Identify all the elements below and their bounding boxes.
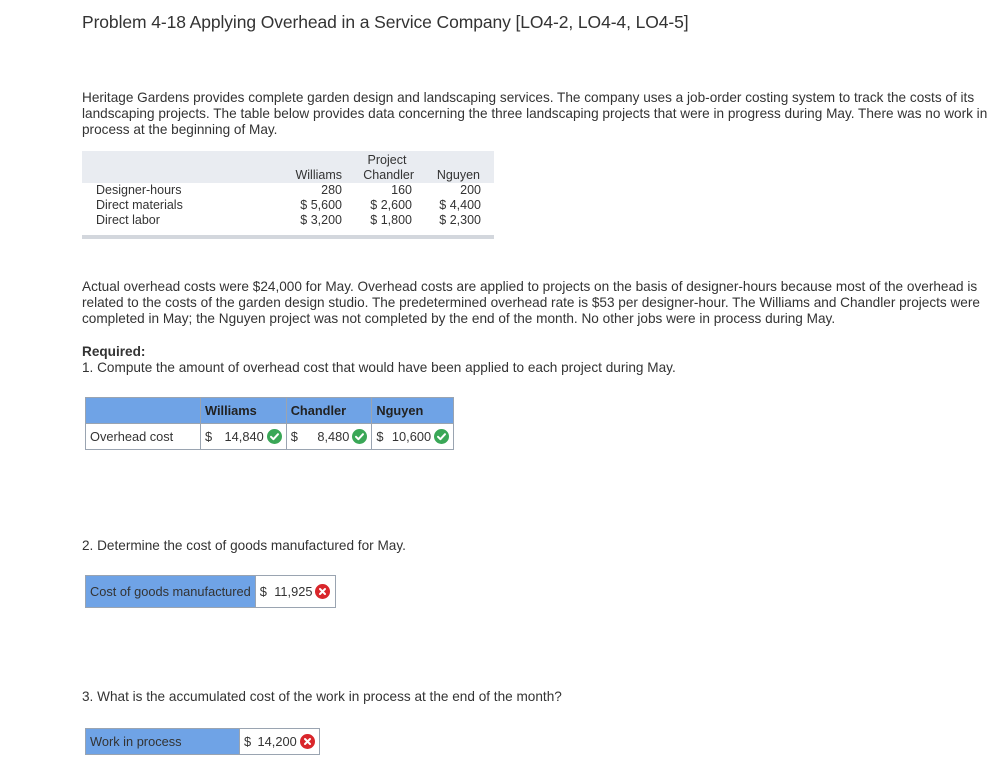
table-header-shade (82, 151, 494, 183)
table-cell: $ 1,800 (370, 213, 412, 227)
cogm-answer-table: Cost of goods manufactured $ 11,925 (85, 575, 336, 608)
table-cell: $ 3,200 (300, 213, 342, 227)
overhead-paragraph: Actual overhead costs were $24,000 for M… (82, 279, 980, 326)
currency-symbol: $ (244, 734, 252, 749)
question-2: 2. Determine the cost of goods manufactu… (82, 538, 406, 553)
column-header-williams: Williams (295, 168, 342, 182)
column-header-nguyen: Nguyen (436, 168, 480, 182)
table-bottom-rule (82, 235, 494, 239)
row-label: Designer-hours (96, 183, 182, 197)
currency-symbol: $ (290, 429, 298, 444)
row-label: Direct labor (96, 213, 160, 227)
wip-input[interactable]: $ 14,200 (239, 728, 320, 755)
nguyen-overhead-input[interactable]: $ 10,600 (371, 423, 455, 450)
table-cell: 280 (321, 183, 342, 197)
cogm-value: 11,925 (274, 584, 313, 599)
currency-symbol: $ (205, 429, 213, 444)
williams-overhead-input[interactable]: $ 14,840 (200, 423, 287, 450)
currency-symbol: $ (259, 584, 267, 599)
check-circle-icon (352, 429, 368, 444)
williams-overhead-value: 14,840 (224, 429, 264, 444)
chandler-overhead-value: 8,480 (317, 429, 350, 444)
wip-label: Work in process (85, 728, 240, 755)
check-circle-icon (434, 429, 450, 444)
overhead-answer-table: Williams Chandler Nguyen Overhead cost $… (85, 397, 455, 450)
column-header-chandler: Chandler (363, 168, 414, 182)
column-header-williams: Williams (200, 397, 287, 424)
table-cell: $ 2,600 (370, 198, 412, 212)
question-3: 3. What is the accumulated cost of the w… (82, 689, 562, 704)
chandler-overhead-input[interactable]: $ 8,480 (285, 423, 373, 450)
column-header-chandler: Chandler (285, 397, 373, 424)
table-cell: 160 (391, 183, 412, 197)
overhead-cost-label: Overhead cost (85, 423, 201, 450)
x-circle-icon (299, 734, 315, 749)
project-group-header: Project (367, 153, 407, 167)
column-header-nguyen: Nguyen (371, 397, 455, 424)
required-heading: Required: (82, 344, 146, 359)
table-cell: 200 (460, 183, 481, 197)
cogm-label: Cost of goods manufactured (85, 575, 256, 608)
table-cell: $ 5,600 (300, 198, 342, 212)
wip-answer-table: Work in process $ 14,200 (85, 728, 320, 755)
wip-value: 14,200 (257, 734, 297, 749)
question-1: 1. Compute the amount of overhead cost t… (82, 360, 676, 375)
row-label: Direct materials (96, 198, 183, 212)
cogm-input[interactable]: $ 11,925 (254, 575, 336, 608)
x-circle-icon (315, 584, 331, 599)
table-cell: $ 4,400 (439, 198, 481, 212)
problem-title: Problem 4-18 Applying Overhead in a Serv… (82, 12, 689, 32)
check-circle-icon (266, 429, 282, 444)
currency-symbol: $ (376, 429, 384, 444)
nguyen-overhead-value: 10,600 (391, 429, 432, 444)
intro-paragraph: Heritage Gardens provides complete garde… (82, 90, 988, 137)
table-cell: $ 2,300 (439, 213, 481, 227)
project-data-table: Project Williams Chandler Nguyen Designe… (82, 151, 494, 241)
corner-cell (85, 397, 201, 424)
